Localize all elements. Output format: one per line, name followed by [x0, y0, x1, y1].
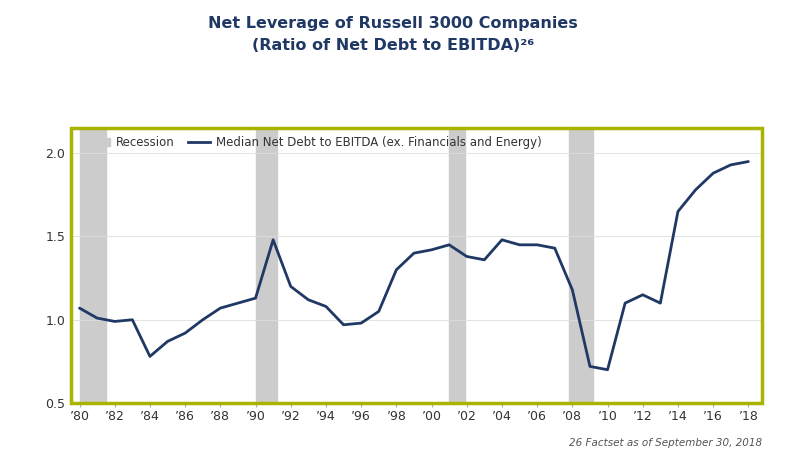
Bar — [569, 128, 593, 403]
Bar — [79, 128, 106, 403]
Legend: Recession, Median Net Debt to EBITDA (ex. Financials and Energy): Recession, Median Net Debt to EBITDA (ex… — [83, 131, 546, 154]
Bar — [449, 128, 465, 403]
Text: 26 Factset as of September 30, 2018: 26 Factset as of September 30, 2018 — [569, 438, 762, 448]
Bar — [255, 128, 277, 403]
Text: (Ratio of Net Debt to EBITDA)²⁶: (Ratio of Net Debt to EBITDA)²⁶ — [252, 38, 534, 53]
Text: Net Leverage of Russell 3000 Companies: Net Leverage of Russell 3000 Companies — [208, 16, 578, 31]
